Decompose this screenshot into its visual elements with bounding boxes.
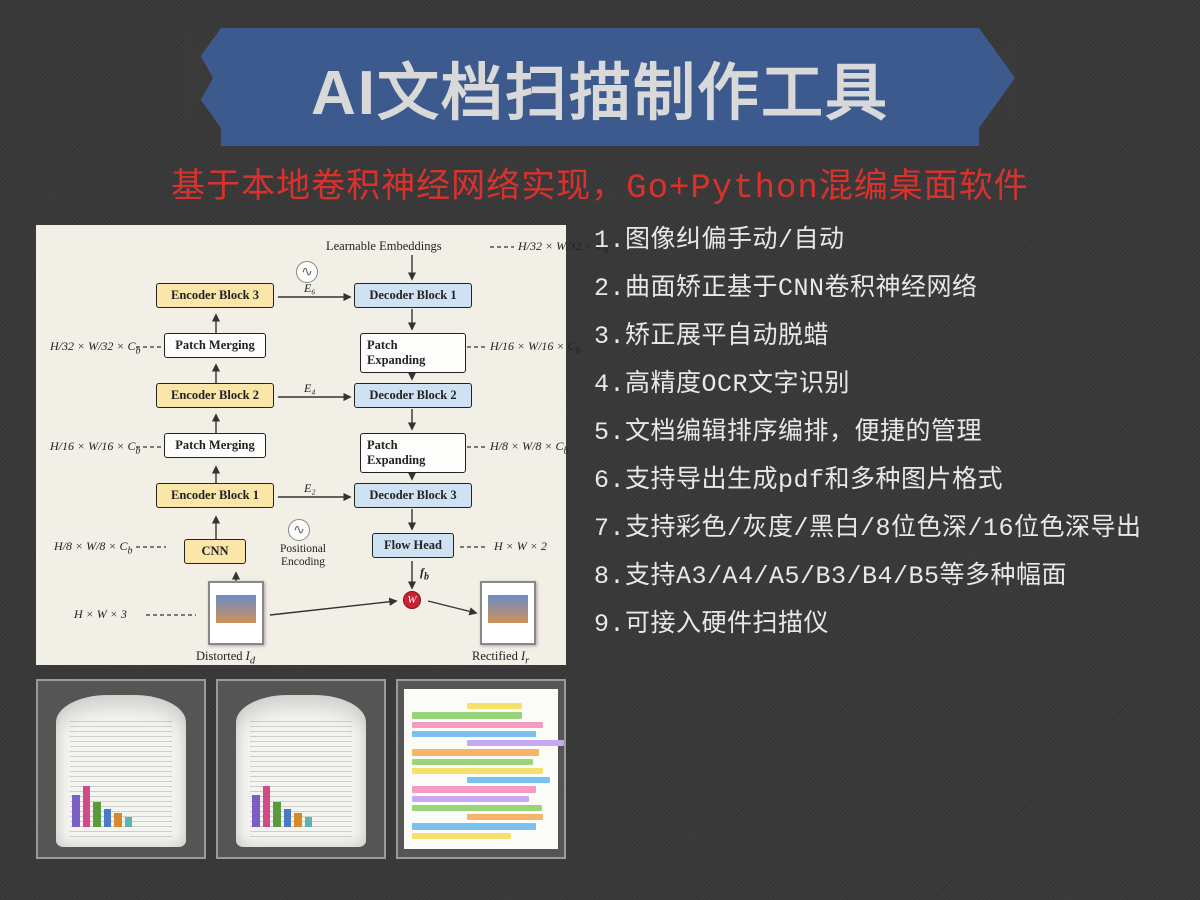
feature-item: 7.支持彩色/灰度/黑白/8位色深/16位色深导出 xyxy=(594,516,1172,541)
left-formula-1: H/32 × W/32 × Cb xyxy=(50,339,141,356)
sample-photo-curved-2 xyxy=(216,679,386,859)
left-formula-2: H/16 × W/16 × Cb xyxy=(50,439,141,456)
input-formula: H × W × 3 xyxy=(74,607,127,622)
patch-expanding-2: Patch Expanding xyxy=(360,433,466,473)
feature-item: 6.支持导出生成pdf和多种图片格式 xyxy=(594,468,1172,493)
learnable-embeddings-label: Learnable Embeddings xyxy=(326,239,442,254)
rectified-thumb xyxy=(480,581,536,645)
sample-photo-curved-1 xyxy=(36,679,206,859)
feature-item: 9.可接入硬件扫描仪 xyxy=(594,612,1172,637)
distorted-thumb xyxy=(208,581,264,645)
cnn-node: CNN xyxy=(184,539,246,564)
osc-top-icon: ∿ xyxy=(296,261,318,283)
rectified-label: Rectified Ir xyxy=(472,649,529,667)
feature-item: 3.矫正展平自动脱蜡 xyxy=(594,324,1172,349)
edge-e6: E₆ xyxy=(304,281,316,296)
feature-item: 1.图像纠偏手动/自动 xyxy=(594,228,1172,253)
sample-bar-chart xyxy=(72,781,132,827)
right-formula-1: H/16 × W/16 × Cb xyxy=(490,339,581,356)
patch-merging-2: Patch Merging xyxy=(164,433,266,458)
encoder-block-3: Encoder Block 3 xyxy=(156,283,274,308)
feature-item: 5.文档编辑排序编排，便捷的管理 xyxy=(594,420,1172,445)
flow-head-node: Flow Head xyxy=(372,533,454,558)
decoder-block-3: Decoder Block 3 xyxy=(354,483,472,508)
title-text: AI文档扫描制作工具 xyxy=(311,59,889,128)
decoder-block-1: Decoder Block 1 xyxy=(354,283,472,308)
edge-e2: E₂ xyxy=(304,481,316,496)
sample-photo-highlighted xyxy=(396,679,566,859)
left-formula-3: H/8 × W/8 × Cb xyxy=(54,539,133,556)
feature-item: 2.曲面矫正基于CNN卷积神经网络 xyxy=(594,276,1172,301)
distorted-label: Distorted Id xyxy=(196,649,255,667)
osc-bottom-icon: ∿ xyxy=(288,519,310,541)
flow-symbol: fb xyxy=(420,565,429,582)
w-node: W xyxy=(403,591,421,609)
subtitle: 基于本地卷积神经网络实现，Go+Python混编桌面软件 xyxy=(0,158,1200,208)
title-banner: AI文档扫描制作工具 xyxy=(221,28,979,146)
edge-e4: E₄ xyxy=(304,381,316,396)
patch-merging-1: Patch Merging xyxy=(164,333,266,358)
feature-item: 4.高精度OCR文字识别 xyxy=(594,372,1172,397)
decoder-block-2: Decoder Block 2 xyxy=(354,383,472,408)
architecture-diagram: Learnable Embeddings H/32 × W/32 × Cb En… xyxy=(36,225,566,665)
sample-photos-row xyxy=(36,679,566,859)
encoder-block-1: Encoder Block 1 xyxy=(156,483,274,508)
right-formula-3: H × W × 2 xyxy=(494,539,547,554)
feature-item: 8.支持A3/A4/A5/B3/B4/B5等多种幅面 xyxy=(594,564,1172,589)
feature-list: 1.图像纠偏手动/自动 2.曲面矫正基于CNN卷积神经网络 3.矫正展平自动脱蜡 4.… xyxy=(594,228,1172,660)
right-formula-2: H/8 × W/8 × Cb xyxy=(490,439,569,456)
patch-expanding-1: Patch Expanding xyxy=(360,333,466,373)
encoder-block-2: Encoder Block 2 xyxy=(156,383,274,408)
positional-encoding-label: PositionalEncoding xyxy=(280,543,326,568)
